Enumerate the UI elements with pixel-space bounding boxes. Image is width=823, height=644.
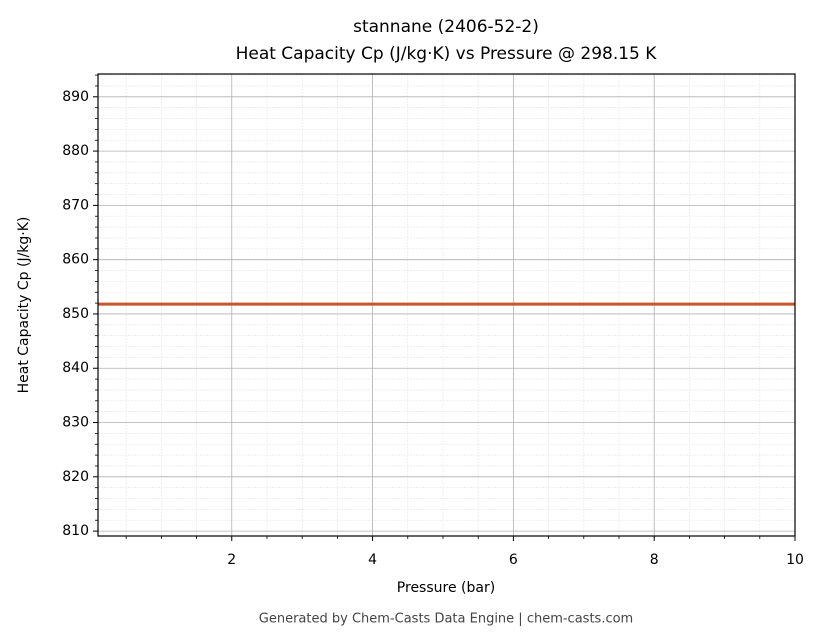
plot-frame	[97, 73, 796, 537]
y-tick-label: 870	[62, 197, 89, 213]
x-tick-label: 2	[227, 552, 236, 568]
y-tick-label: 840	[62, 360, 89, 376]
x-axis-label: Pressure (bar)	[397, 580, 495, 596]
y-tick-label: 830	[62, 415, 89, 431]
y-axis-label: Heat Capacity Cp (J/kg·K)	[16, 217, 32, 394]
x-tick-label: 6	[509, 552, 518, 568]
x-tick-label: 4	[368, 552, 377, 568]
x-tick-label: 10	[786, 552, 804, 568]
y-tick-label: 850	[62, 306, 89, 322]
chart-title: stannane (2406-52-2)	[353, 17, 539, 37]
y-tick-label: 880	[62, 143, 89, 159]
y-tick-label: 860	[62, 252, 89, 268]
chart-subtitle: Heat Capacity Cp (J/kg·K) vs Pressure @ …	[236, 44, 658, 64]
footer: Generated by Chem-Casts Data Engine | ch…	[259, 612, 633, 627]
y-tick-label: 890	[62, 89, 89, 105]
y-tick-label: 820	[62, 469, 89, 485]
x-tick-label: 8	[650, 552, 659, 568]
y-tick-label: 810	[62, 523, 89, 539]
